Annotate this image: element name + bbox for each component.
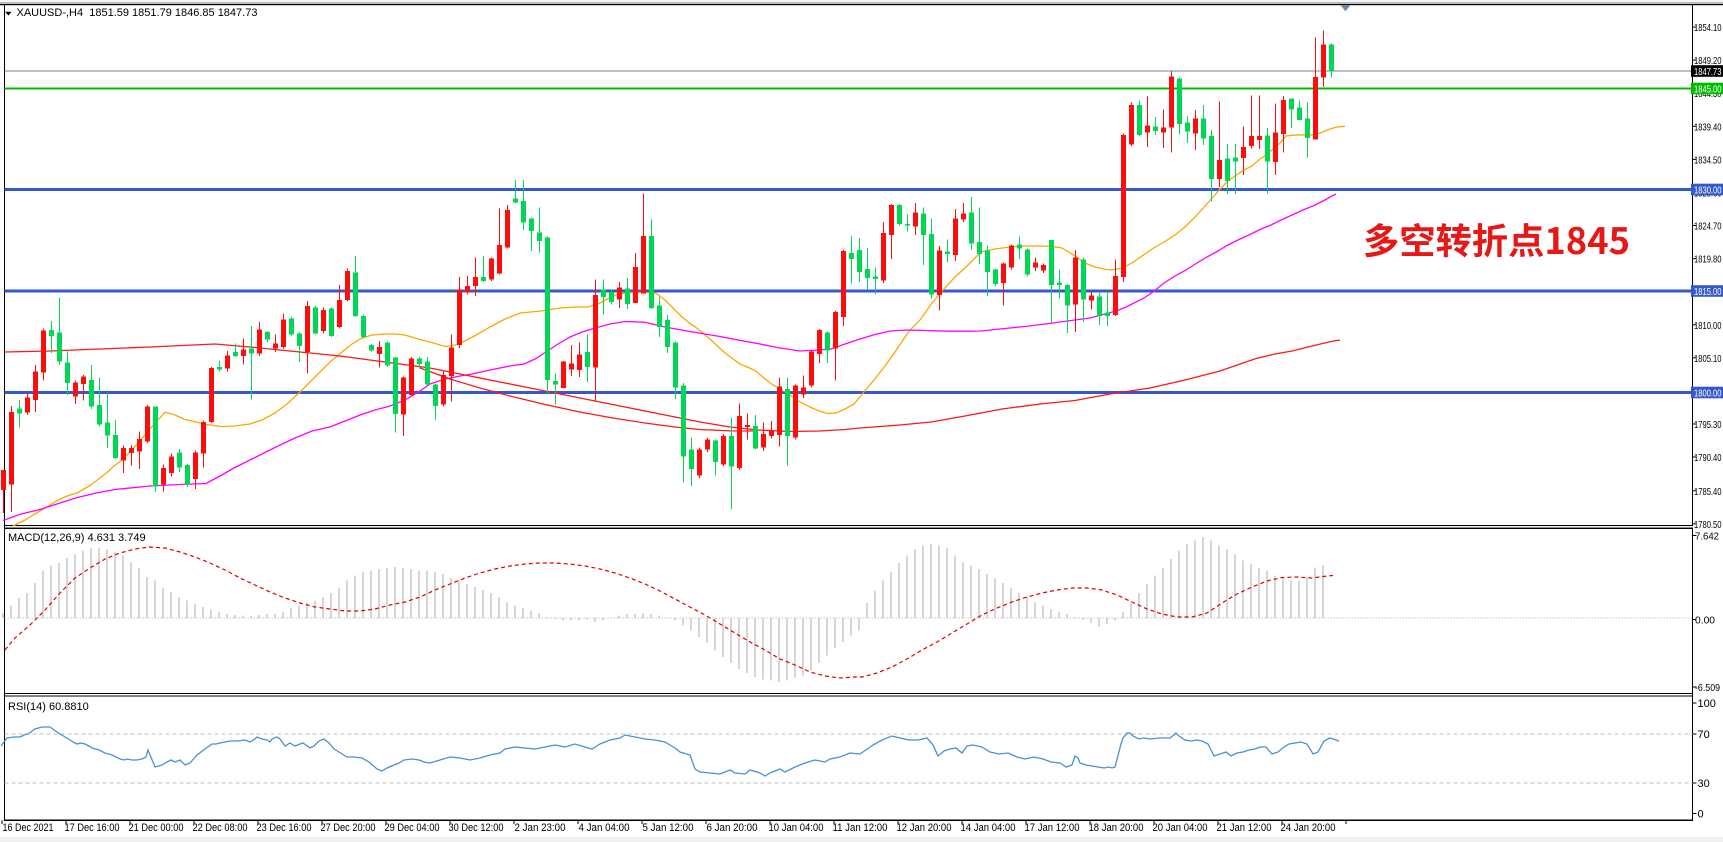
- svg-text:1849.20: 1849.20: [1694, 55, 1722, 67]
- svg-text:10 Jan 04:00: 10 Jan 04:00: [769, 822, 824, 834]
- svg-text:1790.40: 1790.40: [1694, 452, 1722, 464]
- svg-text:1795.30: 1795.30: [1694, 419, 1722, 431]
- svg-text:7.642: 7.642: [1695, 531, 1719, 543]
- svg-text:14 Jan 04:00: 14 Jan 04:00: [961, 822, 1016, 834]
- svg-text:-6.509: -6.509: [1695, 682, 1720, 694]
- svg-text:17 Jan 12:00: 17 Jan 12:00: [1025, 822, 1080, 834]
- svg-text:21 Dec 00:00: 21 Dec 00:00: [129, 822, 184, 834]
- svg-text:17 Dec 16:00: 17 Dec 16:00: [65, 822, 120, 834]
- svg-text:1854.10: 1854.10: [1694, 22, 1722, 34]
- svg-text:24 Jan 20:00: 24 Jan 20:00: [1281, 822, 1336, 834]
- svg-text:30: 30: [1698, 778, 1710, 790]
- svg-text:6 Jan 20:00: 6 Jan 20:00: [707, 822, 758, 834]
- svg-text:1810.00: 1810.00: [1694, 320, 1722, 332]
- svg-text:11 Jan 12:00: 11 Jan 12:00: [833, 822, 888, 834]
- svg-text:1805.10: 1805.10: [1694, 353, 1722, 365]
- svg-text:1830.00: 1830.00: [1694, 185, 1722, 197]
- svg-text:20 Jan 04:00: 20 Jan 04:00: [1153, 822, 1208, 834]
- svg-text:2 Jan 23:00: 2 Jan 23:00: [515, 822, 566, 834]
- svg-text:1839.40: 1839.40: [1694, 121, 1722, 133]
- svg-text:1847.73: 1847.73: [1694, 66, 1722, 78]
- svg-text:1785.40: 1785.40: [1694, 486, 1722, 498]
- svg-text:5 Jan 12:00: 5 Jan 12:00: [643, 822, 694, 834]
- svg-text:18 Jan 20:00: 18 Jan 20:00: [1089, 822, 1144, 834]
- svg-text:0: 0: [1698, 809, 1704, 821]
- svg-text:100: 100: [1698, 698, 1716, 710]
- svg-text:29 Dec 04:00: 29 Dec 04:00: [385, 822, 440, 834]
- svg-text:70: 70: [1698, 729, 1710, 741]
- svg-text:1815.00: 1815.00: [1694, 286, 1722, 298]
- svg-text:21 Jan 12:00: 21 Jan 12:00: [1217, 822, 1272, 834]
- svg-text:12 Jan 20:00: 12 Jan 20:00: [897, 822, 952, 834]
- svg-text:22 Dec 08:00: 22 Dec 08:00: [193, 822, 248, 834]
- svg-text:27 Dec 20:00: 27 Dec 20:00: [321, 822, 376, 834]
- svg-text:MACD(12,26,9) 4.631 3.749: MACD(12,26,9) 4.631 3.749: [8, 532, 146, 544]
- svg-text:1780.50: 1780.50: [1694, 519, 1722, 531]
- svg-text:RSI(14) 60.8810: RSI(14) 60.8810: [8, 701, 89, 713]
- svg-text:16 Dec 2021: 16 Dec 2021: [3, 822, 54, 834]
- svg-text:1845.00: 1845.00: [1694, 84, 1722, 96]
- svg-text:XAUUSD-,H4 1851.59 1851.79 18: XAUUSD-,H4 1851.59 1851.79 1846.85 1847.…: [17, 7, 258, 19]
- svg-text:1819.80: 1819.80: [1694, 254, 1722, 266]
- svg-text:1800.00: 1800.00: [1694, 388, 1722, 400]
- svg-text:23 Dec 16:00: 23 Dec 16:00: [257, 822, 312, 834]
- svg-text:1824.70: 1824.70: [1694, 221, 1722, 233]
- svg-text:30 Dec 12:00: 30 Dec 12:00: [449, 822, 504, 834]
- svg-text:1834.50: 1834.50: [1694, 154, 1722, 166]
- svg-text:0.00: 0.00: [1695, 615, 1715, 627]
- svg-text:4 Jan 04:00: 4 Jan 04:00: [579, 822, 630, 834]
